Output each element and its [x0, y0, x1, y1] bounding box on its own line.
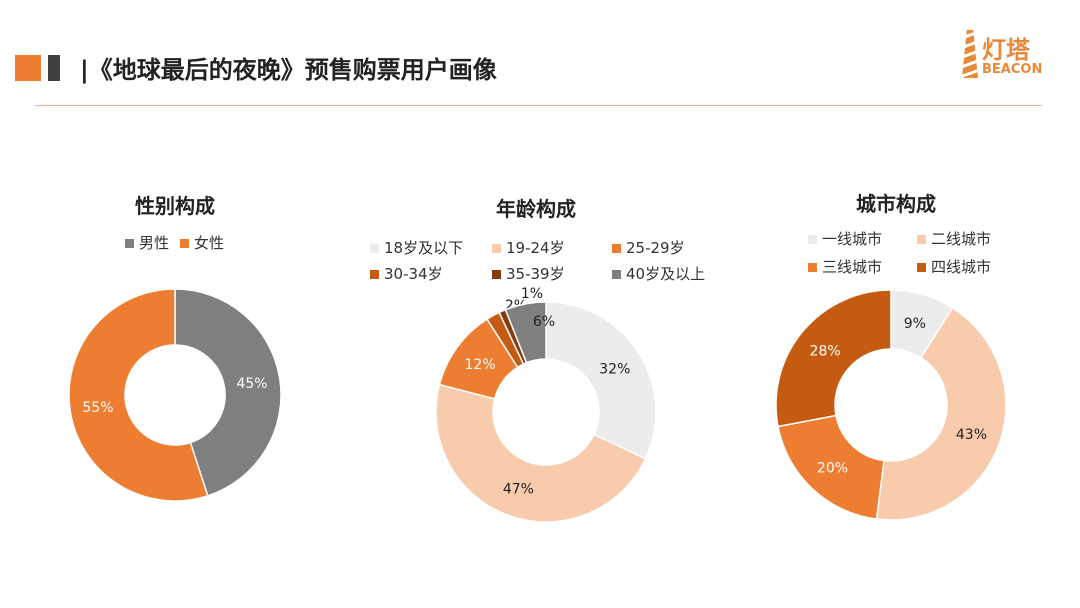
legend-item: 30-34岁 — [370, 263, 443, 284]
legend-item: 一线城市 — [808, 228, 882, 249]
data-label: 55% — [82, 400, 113, 416]
data-label: 1% — [521, 286, 543, 302]
data-label: 32% — [599, 361, 630, 377]
legend-swatch — [492, 270, 501, 279]
legend-item: 19-24岁 — [492, 237, 565, 258]
data-label: 6% — [533, 314, 555, 330]
data-label: 45% — [236, 376, 267, 392]
legend-swatch — [370, 244, 379, 253]
legend-swatch — [612, 270, 621, 279]
legend-item: 四线城市 — [917, 256, 991, 277]
donut-slice — [875, 306, 1007, 521]
legend-item: 25-29岁 — [612, 237, 685, 258]
legend-label: 一线城市 — [822, 230, 883, 248]
legend-label: 女性 — [194, 234, 225, 252]
legend-swatch — [917, 235, 926, 244]
data-label: 43% — [956, 427, 987, 443]
legend-label: 35-39岁 — [506, 265, 565, 283]
legend-item: 35-39岁 — [492, 263, 565, 284]
legend-label: 四线城市 — [931, 258, 992, 276]
legend-label: 30-34岁 — [384, 265, 443, 283]
data-label: 20% — [817, 460, 848, 476]
chart-title-age: 年龄构成 — [496, 197, 576, 221]
legend-swatch — [125, 239, 134, 248]
header-divider — [35, 105, 1042, 106]
legend-swatch — [180, 239, 189, 248]
donut-slice — [504, 301, 547, 364]
chart-title-city: 城市构成 — [856, 192, 936, 216]
data-label: 47% — [503, 482, 534, 498]
chart-title-gender: 性别构成 — [135, 194, 215, 218]
legend-item: 男性 — [125, 232, 169, 253]
page-title: |《地球最后的夜晚》预售购票用户画像 — [80, 56, 497, 84]
legend-label: 男性 — [139, 234, 170, 252]
legend-label: 二线城市 — [931, 230, 992, 248]
donut-slice — [174, 288, 282, 497]
logo-subtext: BEACON — [982, 62, 1043, 77]
legend-item: 18岁及以下 — [370, 237, 463, 258]
donut-slice — [545, 301, 657, 460]
legend-label: 19-24岁 — [506, 239, 565, 257]
donut-slice — [435, 383, 647, 523]
lighthouse-logo-icon — [962, 30, 978, 78]
legend-label: 18岁及以下 — [384, 239, 464, 257]
legend-label: 40岁及以上 — [626, 265, 706, 283]
data-label: 9% — [904, 316, 926, 332]
legend-item: 40岁及以上 — [612, 263, 705, 284]
legend-swatch — [612, 244, 621, 253]
legend-item: 三线城市 — [808, 256, 882, 277]
header-orange-block — [15, 55, 41, 81]
donut-slice — [777, 414, 885, 520]
header-gray-block — [48, 55, 60, 81]
legend-swatch — [808, 263, 817, 272]
legend-item: 二线城市 — [917, 228, 991, 249]
legend-swatch — [492, 244, 501, 253]
logo-text: 灯塔 — [982, 36, 1030, 64]
legend-label: 三线城市 — [822, 258, 883, 276]
data-label: 12% — [465, 357, 496, 373]
legend-swatch — [370, 270, 379, 279]
legend-swatch — [808, 235, 817, 244]
legend-swatch — [917, 263, 926, 272]
legend-label: 25-29岁 — [626, 239, 685, 257]
donut-slice — [68, 288, 209, 502]
legend-item: 女性 — [180, 232, 224, 253]
data-label: 28% — [810, 344, 841, 360]
donut-slice — [775, 289, 892, 428]
